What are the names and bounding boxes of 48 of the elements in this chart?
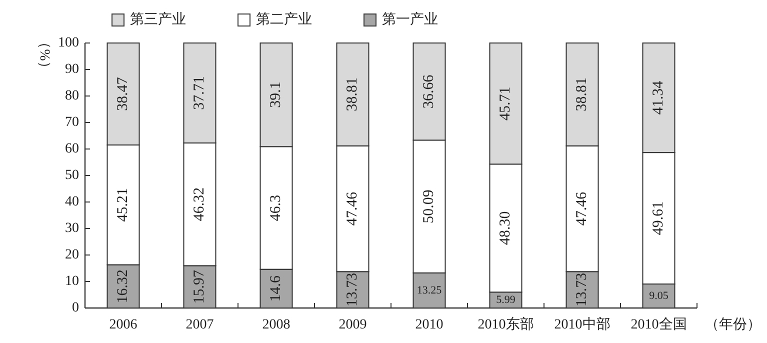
y-tick-label: 30 (65, 221, 79, 236)
x-tick-label: 2009 (338, 318, 367, 332)
data-label: 5.99 (496, 294, 516, 306)
data-label: 13.73 (344, 272, 361, 307)
x-tick-label: 2010东部 (478, 316, 534, 332)
x-tick-label: 2010中部 (554, 316, 610, 332)
data-label: 37.71 (192, 76, 208, 110)
y-tick-label: 0 (72, 300, 79, 316)
data-label: 14.6 (268, 275, 284, 302)
legend-label: 第三产业 (130, 12, 186, 28)
y-tick-label: 100 (58, 36, 79, 50)
y-tick-label: 60 (65, 142, 79, 156)
y-tick-label: 90 (65, 62, 79, 77)
data-label: 9.05 (649, 290, 669, 302)
data-label: 48.30 (498, 211, 514, 246)
data-label: 41.34 (650, 80, 667, 115)
data-label: 45.71 (498, 86, 514, 120)
y-tick-label: 70 (65, 115, 79, 130)
data-label: 50.09 (421, 190, 438, 224)
y-tick-label: 80 (65, 88, 79, 104)
data-label: 38.47 (115, 76, 132, 111)
x-tick-label: 2010 (415, 318, 444, 332)
data-label: 13.25 (416, 284, 442, 296)
data-label: 13.73 (574, 272, 590, 307)
data-label: 45.21 (115, 188, 132, 222)
data-label: 47.46 (574, 191, 590, 226)
data-label: 38.81 (574, 78, 590, 112)
y-tick-label: 40 (65, 194, 79, 210)
y-tick-label: 20 (65, 248, 79, 262)
data-label: 36.66 (421, 74, 438, 108)
data-label: 39.1 (268, 82, 284, 108)
data-label: 38.81 (344, 78, 361, 112)
x-tick-label: 2006 (109, 318, 138, 332)
legend-label: 第一产业 (382, 12, 438, 28)
x-tick-label: 2008 (262, 318, 290, 332)
x-tick-label: 2007 (186, 318, 214, 332)
y-tick-label: 10 (65, 274, 79, 289)
x-tick-label: 2010全国 (630, 316, 687, 332)
data-label: 16.32 (115, 270, 132, 304)
data-label: 47.46 (344, 191, 361, 226)
data-label: 15.97 (192, 269, 208, 304)
data-label: 46.32 (192, 187, 208, 222)
y-tick-label: 50 (65, 168, 79, 183)
data-label: 49.61 (650, 201, 667, 236)
x-axis-title: （年份） (705, 316, 761, 332)
legend-label: 第二产业 (256, 12, 312, 28)
y-axis-title: （%） (36, 35, 52, 75)
data-label: 46.3 (268, 194, 284, 222)
